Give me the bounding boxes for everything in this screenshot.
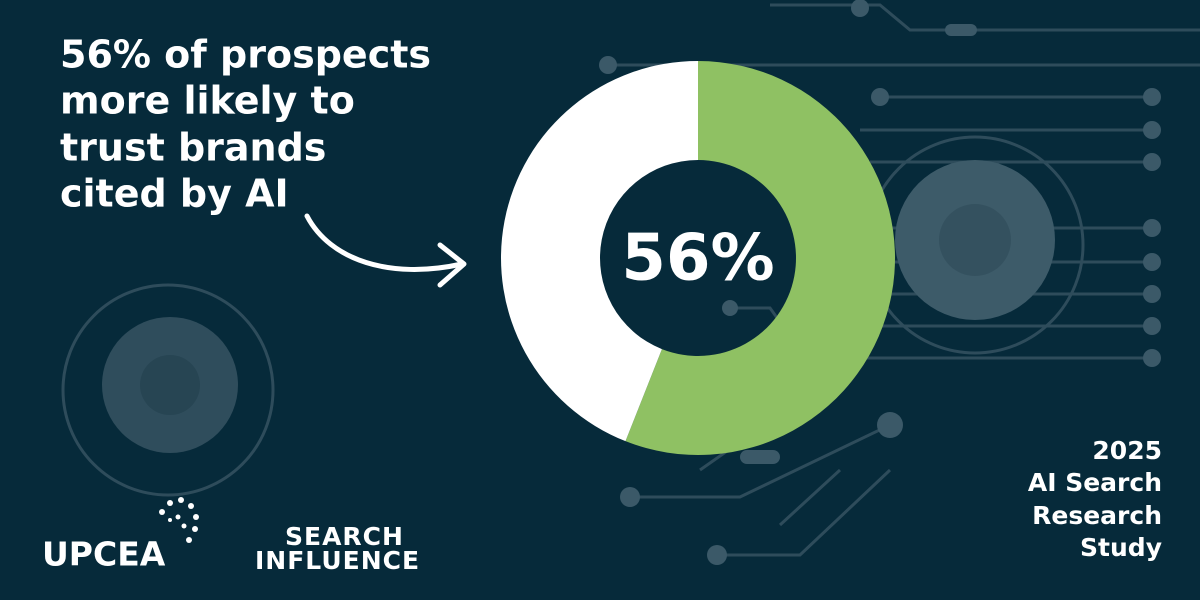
logo-text: INFLUENCE xyxy=(255,546,420,575)
study-label: 2025 AI Search Research Study xyxy=(1028,436,1162,562)
upcea-logo: UPCEA xyxy=(42,497,199,574)
study-label-line: AI Search xyxy=(1028,468,1162,497)
study-label-line: Study xyxy=(1080,533,1162,562)
logo-text: UPCEA xyxy=(42,535,166,574)
center-value-label: 56% xyxy=(621,222,774,296)
search-influence-logo: SEARCH INFLUENCE xyxy=(255,522,420,575)
headline-line: cited by AI xyxy=(60,172,289,216)
donut-chart xyxy=(501,61,896,456)
headline: 56% of prospects more likely to trust br… xyxy=(60,33,431,216)
donut-segment xyxy=(501,61,698,442)
headline-line: 56% of prospects xyxy=(60,33,431,77)
logo-text: SEARCH xyxy=(285,522,404,551)
study-label-line: Research xyxy=(1032,501,1162,530)
headline-line: more likely to xyxy=(60,79,355,123)
arrow xyxy=(304,213,467,288)
donut-segment xyxy=(625,61,896,456)
study-label-line: 2025 xyxy=(1092,436,1162,465)
headline-line: trust brands xyxy=(60,126,326,170)
